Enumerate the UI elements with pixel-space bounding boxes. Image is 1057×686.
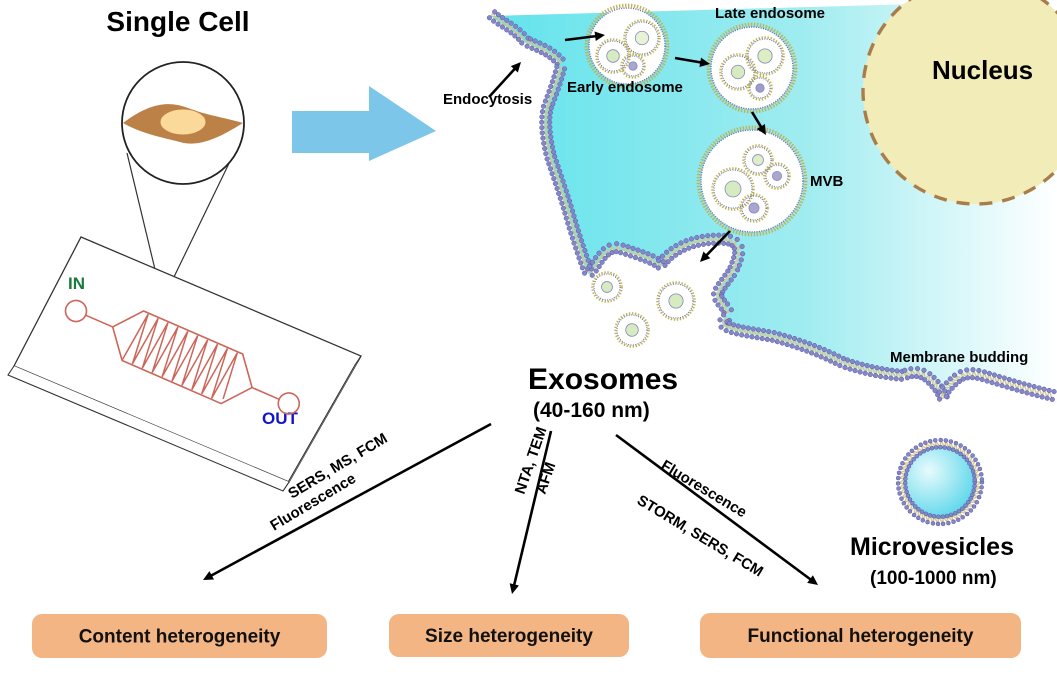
svg-text:Endocytosis: Endocytosis bbox=[443, 91, 532, 108]
svg-text:Size heterogeneity: Size heterogeneity bbox=[425, 626, 593, 647]
svg-text:Nucleus: Nucleus bbox=[932, 55, 1033, 85]
svg-text:OUT: OUT bbox=[262, 409, 299, 428]
svg-text:IN: IN bbox=[68, 274, 85, 293]
svg-text:(40-160 nm): (40-160 nm) bbox=[533, 399, 650, 422]
svg-text:Microvesicles: Microvesicles bbox=[850, 533, 1014, 561]
svg-text:Late endosome: Late endosome bbox=[715, 5, 825, 22]
svg-text:(100-1000 nm): (100-1000 nm) bbox=[870, 568, 997, 589]
svg-text:Early endosome: Early endosome bbox=[567, 79, 683, 96]
svg-text:Content heterogeneity: Content heterogeneity bbox=[79, 627, 281, 648]
svg-text:Membrane budding: Membrane budding bbox=[890, 349, 1028, 366]
svg-text:Functional heterogeneity: Functional heterogeneity bbox=[748, 626, 974, 647]
svg-text:Exosomes: Exosomes bbox=[528, 363, 678, 396]
svg-text:MVB: MVB bbox=[810, 173, 844, 190]
